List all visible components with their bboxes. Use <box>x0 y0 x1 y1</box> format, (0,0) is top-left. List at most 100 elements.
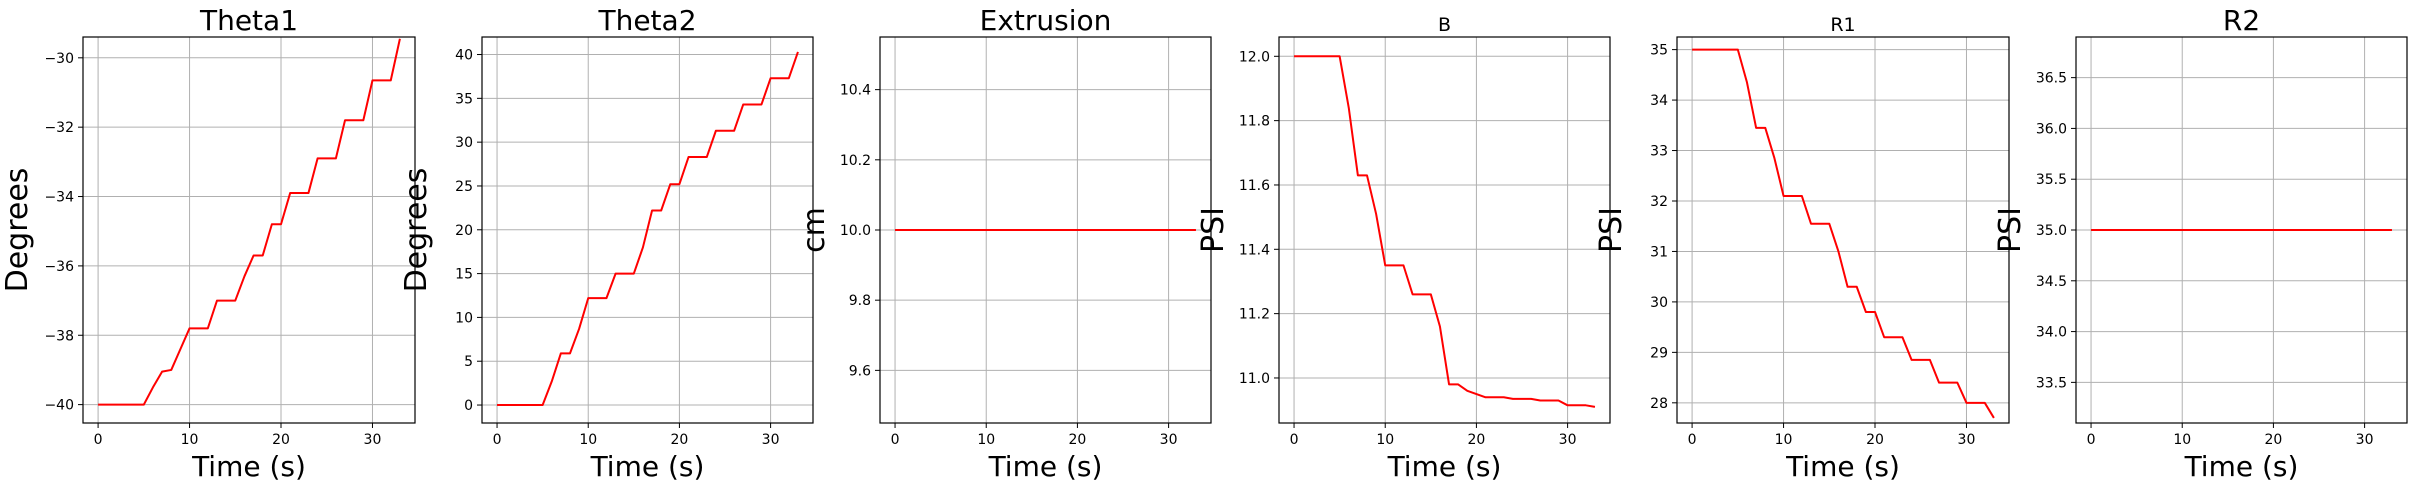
chart-title: B <box>1438 14 1451 36</box>
chart-title: Extrusion <box>980 4 1112 37</box>
x-tick-label: 30 <box>1958 432 1976 448</box>
y-tick-label: 20 <box>455 223 473 239</box>
y-tick-label: 10.0 <box>840 223 871 239</box>
x-tick-label: 10 <box>181 432 199 448</box>
chart-panel-1: 0 10 20 30 −40 −38 −36 −34 −32 −30 Theta1 Time (s) D… <box>0 4 416 483</box>
y-tick-label: −34 <box>44 190 74 206</box>
series-line-1 <box>1294 55 1596 408</box>
y-tick-label: 30 <box>455 135 473 151</box>
y-tick-label: −38 <box>44 328 74 344</box>
y-tick-label: 11.8 <box>1239 114 1270 130</box>
y-tick-label: 34.0 <box>2036 325 2067 341</box>
y-tick-label: 11.4 <box>1239 242 1270 258</box>
x-tick-label: 10 <box>2173 432 2191 448</box>
x-tick-label: 30 <box>2356 432 2374 448</box>
x-axis-label: Time (s) <box>1785 450 1900 483</box>
x-axis-label: Time (s) <box>2184 450 2299 483</box>
y-tick-label: 10.2 <box>840 153 871 169</box>
x-tick-label: 10 <box>977 432 995 448</box>
y-tick-label: 34 <box>1650 93 1668 109</box>
x-axis-label: Time (s) <box>590 450 705 483</box>
axes-frame <box>1278 36 1611 424</box>
axes-frame <box>2075 36 2408 424</box>
y-tick-label: 30 <box>1650 295 1668 311</box>
y-tick-label: 11.0 <box>1239 371 1270 387</box>
y-tick-label: 10 <box>455 310 473 326</box>
y-tick-label: 11.6 <box>1239 178 1270 194</box>
y-tick-label: 35 <box>1650 43 1668 59</box>
x-tick-label: 20 <box>671 432 689 448</box>
x-tick-label: 0 <box>2087 432 2096 448</box>
x-tick-label: 10 <box>1775 432 1793 448</box>
y-tick-label: 9.8 <box>849 293 871 309</box>
x-tick-label: 30 <box>1559 432 1577 448</box>
x-tick-label: 0 <box>94 432 103 448</box>
y-tick-label: 10.4 <box>840 83 871 99</box>
chart-panel-6: 0 10 20 30 33.5 34.0 34.5 35.0 35.5 36.0 36.5 R2 Tim… <box>1993 4 2408 483</box>
series-line-1 <box>1692 48 1995 419</box>
x-tick-label: 10 <box>1376 432 1394 448</box>
chart-panel-5: 0 10 20 30 28 29 30 31 32 33 34 35 R1 Time (s) PSI <box>1594 14 2010 483</box>
y-tick-label: 0 <box>464 398 473 414</box>
y-tick-label: 35.5 <box>2036 172 2067 188</box>
y-tick-label: 32 <box>1650 194 1668 210</box>
x-axis-label: Time (s) <box>1387 450 1502 483</box>
chart-title: Theta1 <box>199 4 298 37</box>
x-tick-label: 20 <box>1866 432 1884 448</box>
x-tick-label: 30 <box>762 432 780 448</box>
axes-frame <box>879 36 1212 424</box>
y-tick-label: −40 <box>44 398 74 414</box>
y-axis-label: PSI <box>1196 207 1231 253</box>
x-tick-label: 20 <box>1069 432 1087 448</box>
y-tick-label: 31 <box>1650 244 1668 260</box>
y-tick-label: 34.5 <box>2036 274 2067 290</box>
axes-frame <box>481 36 814 424</box>
axes-frame <box>1676 36 2010 424</box>
y-tick-label: 36.5 <box>2036 71 2067 87</box>
y-axis-label: cm <box>797 207 832 253</box>
y-axis-label: PSI <box>1993 207 2028 253</box>
y-tick-label: 28 <box>1650 396 1668 412</box>
chart-panel-3: 0 10 20 30 9.6 9.8 10.0 10.2 10.4 Extrusion Time (… <box>797 4 1212 483</box>
y-tick-label: −36 <box>44 259 74 275</box>
y-tick-label: 35.0 <box>2036 223 2067 239</box>
chart-panel-2: 0 10 20 30 0 5 10 15 20 25 30 35 40 Theta2 Time (s) Deg… <box>399 4 814 483</box>
chart-title: Theta2 <box>597 4 696 37</box>
series-line-1 <box>497 51 799 407</box>
y-tick-label: 9.6 <box>849 363 871 379</box>
x-tick-label: 30 <box>1160 432 1178 448</box>
y-tick-label: 5 <box>464 354 473 370</box>
x-axis-label: Time (s) <box>988 450 1103 483</box>
series-line-1 <box>98 38 401 406</box>
x-tick-label: 10 <box>579 432 597 448</box>
x-tick-label: 0 <box>493 432 502 448</box>
x-tick-label: 0 <box>1688 432 1697 448</box>
chart-title: R2 <box>2223 4 2260 37</box>
x-tick-label: 20 <box>1468 432 1486 448</box>
y-tick-label: 12.0 <box>1239 49 1270 65</box>
axes-frame <box>82 36 416 424</box>
y-tick-label: 15 <box>455 267 473 283</box>
y-tick-label: 29 <box>1650 345 1668 361</box>
x-tick-label: 0 <box>1290 432 1299 448</box>
y-axis-label: Degrees <box>399 168 434 293</box>
y-tick-label: 25 <box>455 179 473 195</box>
y-tick-label: 33 <box>1650 144 1668 160</box>
x-tick-label: 30 <box>364 432 382 448</box>
x-tick-label: 20 <box>2265 432 2283 448</box>
y-tick-label: 11.2 <box>1239 307 1270 323</box>
y-tick-label: 35 <box>455 91 473 107</box>
chart-panel-4: 0 10 20 30 11.0 11.2 11.4 11.6 11.8 12.0 B Time (s)… <box>1196 14 1611 483</box>
y-tick-label: 36.0 <box>2036 121 2067 137</box>
y-tick-label: −32 <box>44 120 74 136</box>
y-axis-label: Degrees <box>0 168 35 293</box>
y-tick-label: 33.5 <box>2036 375 2067 391</box>
y-axis-label: PSI <box>1594 207 1629 253</box>
x-tick-label: 0 <box>891 432 900 448</box>
y-tick-label: −30 <box>44 51 74 67</box>
chart-title: R1 <box>1830 14 1855 36</box>
x-axis-label: Time (s) <box>191 450 306 483</box>
y-tick-label: 40 <box>455 48 473 64</box>
x-tick-label: 20 <box>272 432 290 448</box>
